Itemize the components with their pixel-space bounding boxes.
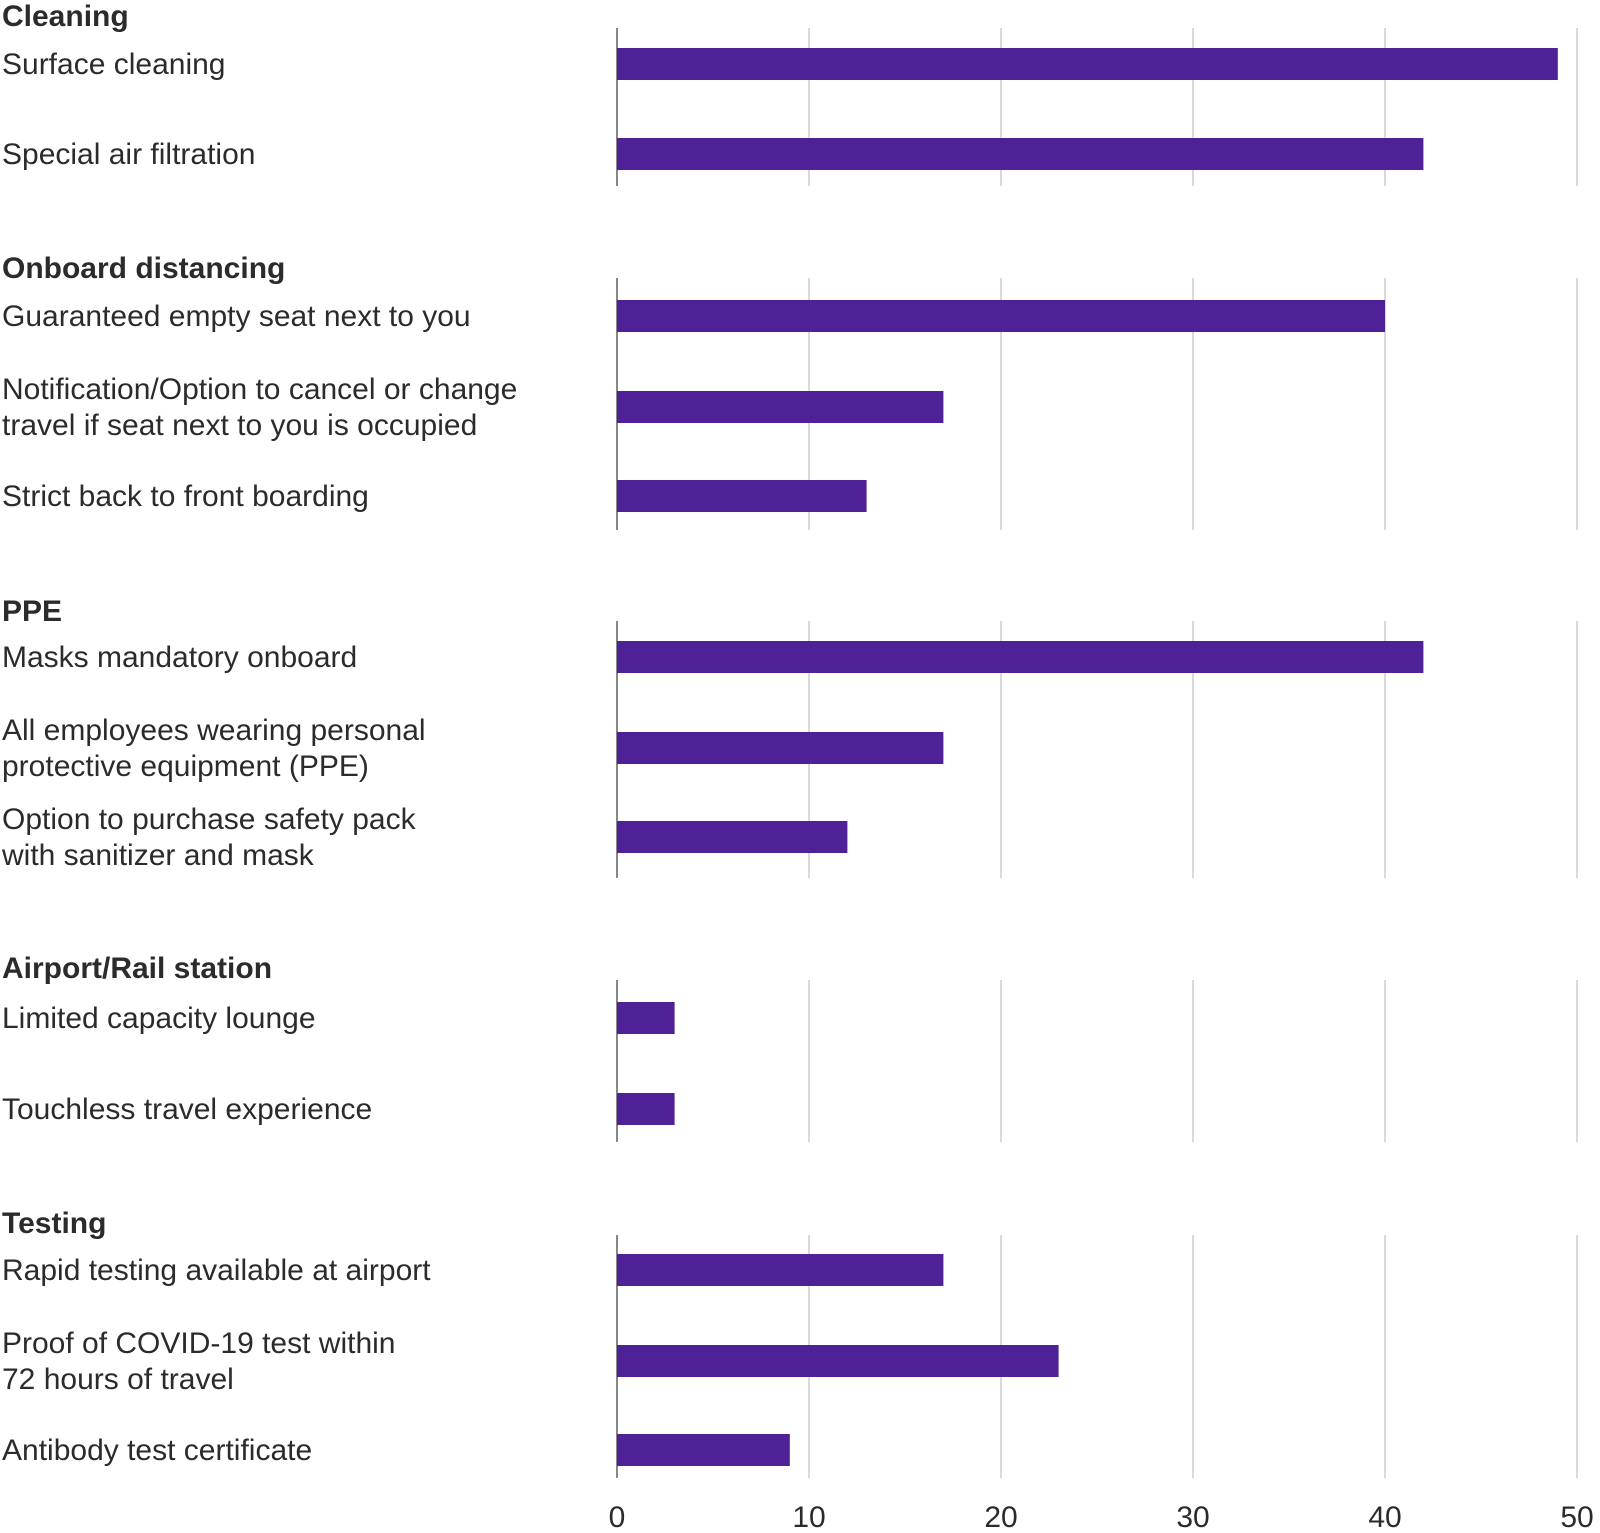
category-label: Special air filtration [2, 138, 255, 171]
bar [617, 1002, 675, 1034]
x-tick-label: 10 [792, 1501, 825, 1533]
group-header: Onboard distancing [2, 252, 285, 285]
group-header: Cleaning [2, 0, 129, 33]
category-label: Option to purchase safety pack with sanit… [1, 803, 417, 872]
bar [617, 391, 944, 423]
category-label: Rapid testing available at airport [2, 1254, 431, 1287]
x-tick-label: 20 [984, 1501, 1017, 1533]
category-label: Limited capacity lounge [2, 1002, 316, 1035]
bar [617, 732, 944, 764]
bar [617, 138, 1424, 170]
bar [617, 1434, 790, 1466]
group-header: Airport/Rail station [2, 952, 272, 985]
bar [617, 1093, 675, 1125]
bar [617, 1254, 944, 1286]
category-label: Strict back to front boarding [2, 480, 369, 513]
category-label: Antibody test certificate [2, 1434, 312, 1467]
x-tick-label: 50 [1560, 1501, 1593, 1533]
category-label: Proof of COVID-19 test within 72 hours of… [2, 1327, 396, 1396]
x-tick-label: 0 [609, 1501, 626, 1533]
category-label: Guaranteed empty seat next to you [2, 300, 471, 333]
category-label: Notification/Option to cancel or change t… [2, 373, 517, 442]
bar [617, 300, 1385, 332]
bar [617, 48, 1558, 80]
category-label: Touchless travel experience [2, 1093, 372, 1126]
category-label: Masks mandatory onboard [2, 641, 357, 674]
bar [617, 641, 1424, 673]
group-header: PPE [2, 595, 62, 628]
bar [617, 480, 867, 512]
x-tick-label: 40 [1368, 1501, 1401, 1533]
bar [617, 821, 848, 853]
group-header: Testing [2, 1207, 106, 1240]
category-label: Surface cleaning [2, 48, 225, 81]
category-label: All employees wearing personal protective… [2, 714, 426, 783]
bar [617, 1345, 1059, 1377]
x-tick-label: 30 [1176, 1501, 1209, 1533]
